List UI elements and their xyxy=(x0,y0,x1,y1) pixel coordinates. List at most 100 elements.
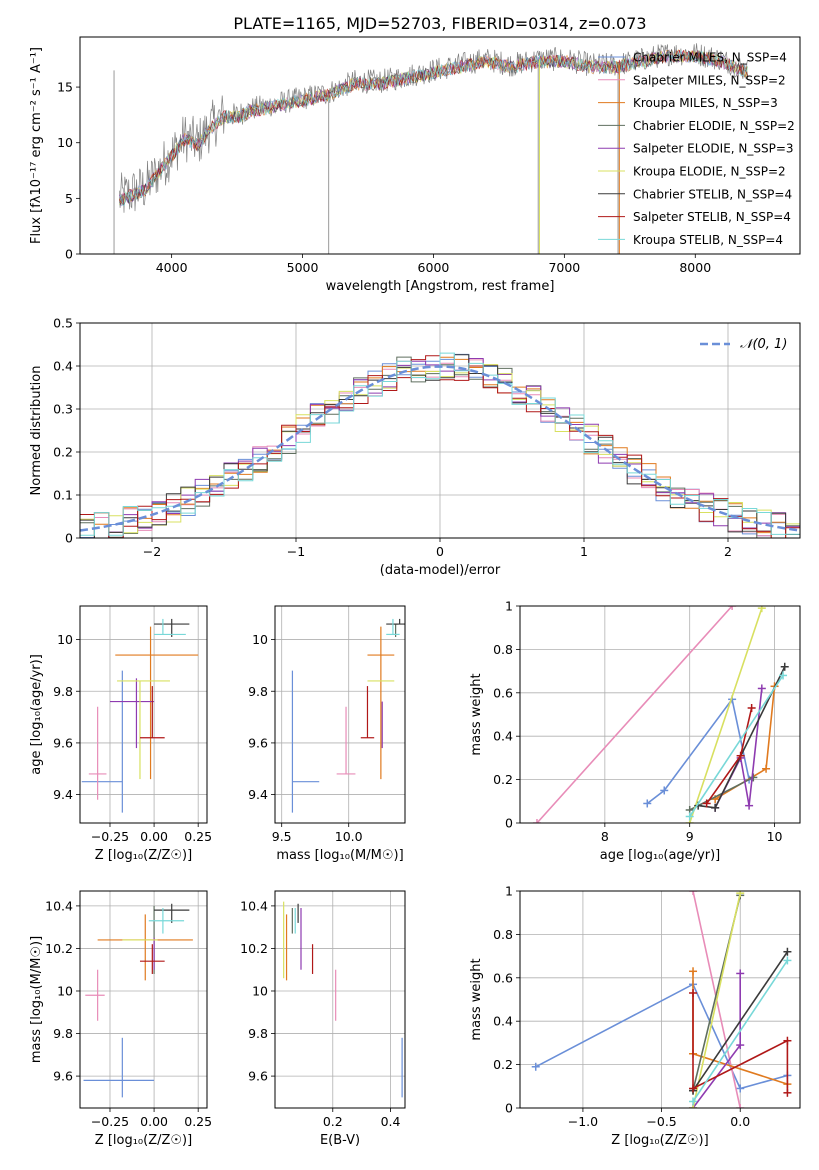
x-tick-label: 6000 xyxy=(418,260,450,275)
mass-weight-marker xyxy=(685,812,694,821)
model-spectrum-line xyxy=(119,50,748,206)
errorbar-point xyxy=(154,618,186,636)
y-tick-label: 0.6 xyxy=(493,685,513,700)
y-tick-label: 9.8 xyxy=(53,1026,73,1041)
panel-mass_weight_vs_Z: −1.0 −0.5 0.0 0 0.2 0.4 0.6 0.8 1 Z [log₁₀(Z/Z☉)]… xyxy=(469,884,801,1148)
y-axis-label: Flux [fλ10⁻¹⁷ erg cm⁻² s⁻¹ A⁻¹] xyxy=(29,47,44,244)
model-spectrum-line xyxy=(119,49,748,205)
mass-weight-marker xyxy=(736,1104,745,1108)
panel-mass_weight_vs_age: 8 9 10 0 0.2 0.4 0.6 0.8 1 age [log₁₀(age/yr)] mas… xyxy=(469,599,801,863)
mass-weight-line xyxy=(689,674,784,817)
y-tick-label: 0 xyxy=(505,1101,513,1116)
mass-weight-marker xyxy=(728,606,737,610)
legend-label: Chabrier MILES, N_SSP=4 xyxy=(633,51,787,65)
mass-weight-marker xyxy=(736,751,745,760)
errorbar-point xyxy=(115,626,199,780)
x-tick-label: 4000 xyxy=(156,260,188,275)
y-tick-label: 10.2 xyxy=(240,941,268,956)
y-tick-label: 0.2 xyxy=(53,445,73,460)
mass-weight-marker xyxy=(736,969,745,978)
x-tick-label: −0.25 xyxy=(91,1114,129,1129)
mass-weight-marker xyxy=(689,967,698,976)
mass-weight-line xyxy=(692,893,741,1108)
y-tick-label: 0.6 xyxy=(493,970,513,985)
mass-weight-marker xyxy=(783,1036,792,1045)
legend-label: Kroupa MILES, N_SSP=3 xyxy=(633,96,778,110)
mass-weight-marker xyxy=(779,671,788,680)
y-tick-label: 10 xyxy=(252,983,268,998)
y-tick-label: 10.4 xyxy=(45,898,73,913)
y-tick-label: 0.4 xyxy=(53,359,73,374)
y-tick-label: 0.2 xyxy=(493,1057,513,1072)
mass-weight-marker xyxy=(783,1088,792,1097)
y-tick-label: 10 xyxy=(57,983,73,998)
y-tick-label: 0.3 xyxy=(53,402,73,417)
errorbar-point xyxy=(154,903,190,923)
x-tick-label: −0.5 xyxy=(646,1114,676,1129)
panel-age_vs_Z: −0.25 0.00 0.25 9.4 9.6 9.8 10 Z [log₁₀(Z/Z☉)] a… xyxy=(29,605,212,863)
mass-weight-marker xyxy=(762,764,771,773)
y-tick-label: 9.8 xyxy=(53,684,73,699)
y-tick-label: 0 xyxy=(505,816,513,831)
x-axis-label: mass [log₁₀(M/M☉)] xyxy=(276,848,403,863)
axes-frame xyxy=(79,322,801,539)
errorbar-point xyxy=(109,678,155,749)
mass-weight-marker xyxy=(689,988,698,997)
x-tick-label: 8 xyxy=(601,829,609,844)
y-tick-label: 0.4 xyxy=(493,1014,513,1029)
errorbar-point xyxy=(97,914,193,981)
y-tick-label: 0 xyxy=(65,247,73,262)
errorbar-point xyxy=(88,706,107,800)
errorbar-point xyxy=(360,686,375,739)
errorbar-point xyxy=(85,969,105,1021)
mass-weight-marker xyxy=(660,786,669,795)
x-axis-label: (data-model)/error xyxy=(380,563,501,578)
mass-weight-marker xyxy=(532,819,541,823)
legend-label: Kroupa STELIB, N_SSP=4 xyxy=(633,233,783,247)
x-tick-label: 7000 xyxy=(548,260,580,275)
normal-reference-curve xyxy=(79,365,801,532)
x-axis-label: Z [log₁₀(Z/Z☉)] xyxy=(95,1133,192,1148)
axes-frame xyxy=(79,890,208,1109)
axes-frame xyxy=(79,36,801,255)
legend: Chabrier MILES, N_SSP=4 Salpeter MILES, N… xyxy=(598,51,795,247)
x-tick-label: 0 xyxy=(436,544,444,559)
y-tick-label: 15 xyxy=(57,80,73,95)
mass-weight-marker xyxy=(757,684,766,693)
figure-title: PLATE=1165, MJD=52703, FIBERID=0314, z=0… xyxy=(233,14,646,33)
panel-mass_vs_EBV: 0.2 0.4 9.6 9.8 10 10.2 10.4 E(B-V) xyxy=(240,890,406,1148)
mass-weight-marker xyxy=(689,891,698,895)
y-tick-label: 1 xyxy=(505,599,513,614)
y-tick-label: 0.4 xyxy=(493,729,513,744)
y-tick-label: 0.2 xyxy=(493,772,513,787)
y-tick-label: 10 xyxy=(252,632,268,647)
y-tick-label: 0 xyxy=(65,531,73,546)
legend-label: Chabrier ELODIE, N_SSP=2 xyxy=(633,119,795,133)
errorbar-point xyxy=(139,686,165,739)
x-tick-label: 2 xyxy=(724,544,732,559)
x-axis-label: age [log₁₀(age/yr)] xyxy=(600,848,721,863)
x-tick-label: 10.0 xyxy=(335,829,363,844)
y-tick-label: 9.8 xyxy=(248,1026,268,1041)
panel-residual_hist: −2 −1 0 1 2 0 0.1 0.2 0.3 0.4 0.5 (data-model)/erro… xyxy=(29,316,801,578)
y-tick-label: 1 xyxy=(505,884,513,899)
mass-weight-marker xyxy=(702,799,711,808)
mass-weight-line xyxy=(714,688,763,809)
mass-weight-marker xyxy=(689,1097,698,1106)
mass-weight-marker xyxy=(736,1041,745,1050)
x-axis-label: wavelength [Angstrom, rest frame] xyxy=(326,279,555,294)
mass-weight-marker xyxy=(711,803,720,812)
axes-frame xyxy=(274,605,406,824)
mass-weight-marker xyxy=(745,801,754,810)
mass-weight-line xyxy=(688,607,763,823)
errorbar-point xyxy=(386,618,400,636)
mass-weight-marker xyxy=(643,799,652,808)
x-tick-label: 5000 xyxy=(287,260,319,275)
x-tick-label: 10 xyxy=(767,829,783,844)
legend-label: Salpeter STELIB, N_SSP=4 xyxy=(633,210,791,224)
mass-weight-line xyxy=(535,983,788,1090)
x-tick-label: 9.5 xyxy=(272,829,292,844)
axes-frame xyxy=(519,890,801,1109)
y-axis-label: mass weight xyxy=(469,673,484,755)
